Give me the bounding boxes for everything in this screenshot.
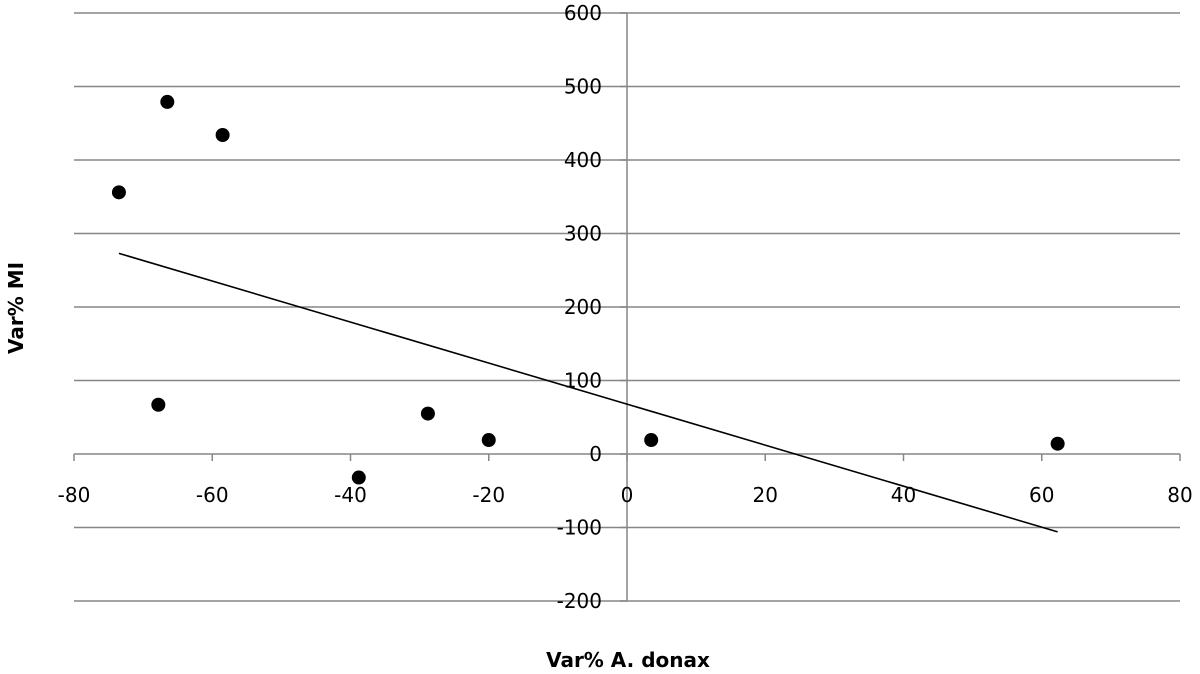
data-point (151, 397, 166, 412)
y-tick-label: 300 (564, 222, 602, 246)
y-tick-label: -100 (557, 516, 602, 540)
y-tick-label: 600 (564, 1, 602, 25)
data-point (1050, 436, 1065, 451)
trendline-layer (118, 252, 1058, 533)
x-tick-label: 20 (753, 483, 778, 507)
y-tick-label: 100 (564, 369, 602, 393)
x-tick-label: 0 (621, 483, 634, 507)
data-point (160, 94, 175, 109)
x-tick-label: -40 (334, 483, 367, 507)
data-point (111, 185, 126, 200)
trendline (118, 252, 1058, 533)
axes (73, 12, 1181, 602)
data-points (111, 94, 1065, 485)
data-point (351, 470, 366, 485)
data-point (481, 433, 496, 448)
x-tick-label: -60 (196, 483, 229, 507)
y-tick-label: -200 (557, 589, 602, 613)
x-tick-label: -20 (472, 483, 505, 507)
data-point (420, 406, 435, 421)
x-axis-title: Var% A. donax (546, 648, 710, 672)
y-axis-title: Var% MI (4, 262, 28, 354)
x-tick-label: 80 (1167, 483, 1192, 507)
y-tick-label: 0 (589, 442, 602, 466)
y-tick-label: 400 (564, 148, 602, 172)
data-point (215, 128, 230, 143)
y-tick-label: 500 (564, 75, 602, 99)
tick-labels: -80 -60 -40 -20 0 20 40 60 806005004003002001000… (58, 1, 1193, 613)
x-tick-label: 60 (1029, 483, 1054, 507)
x-tick-label: -80 (58, 483, 91, 507)
y-tick-label: 200 (564, 295, 602, 319)
data-point (644, 433, 659, 448)
